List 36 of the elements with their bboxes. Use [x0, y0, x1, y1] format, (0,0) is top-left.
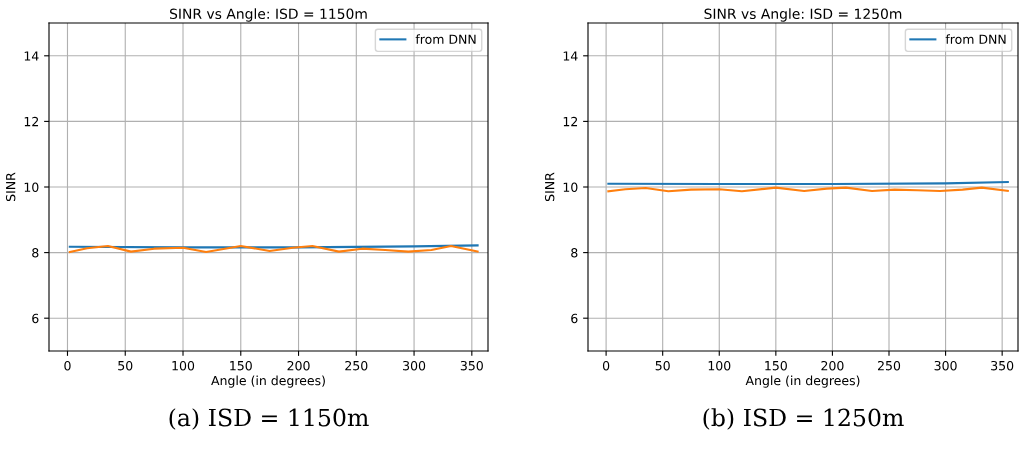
y-tick-label: 12: [563, 116, 578, 127]
x-tick-label: 100: [708, 360, 731, 371]
x-tick-label: 300: [403, 360, 426, 371]
x-tick-label: 350: [991, 360, 1014, 371]
text: (b) ISD = 1250m: [703, 408, 904, 430]
y-tick-label: 8: [571, 248, 578, 258]
chart-title: SINR vs Angle: ISD = 1250m: [704, 8, 902, 22]
legend-label: from DNN: [945, 34, 1006, 44]
x-tick-label: 0: [602, 360, 610, 371]
text: (a) ISD = 1150m: [169, 408, 369, 430]
y-tick-label: 6: [32, 313, 39, 324]
y-tick-label: 10: [563, 182, 578, 192]
y-axis-title: SINR: [5, 172, 16, 202]
x-tick-label: 100: [172, 360, 195, 371]
x-tick-label: 250: [345, 360, 368, 371]
y-tick-label: 8: [32, 248, 39, 258]
legend-label: from DNN: [415, 34, 476, 44]
y-tick-label: 14: [563, 51, 578, 61]
y-tick-label: 14: [24, 51, 39, 61]
y-tick-label: 12: [24, 116, 39, 127]
x-tick-label: 0: [64, 360, 71, 371]
x-tick-label: 50: [118, 360, 133, 371]
y-tick-label: 6: [571, 313, 578, 324]
x-tick-label: 200: [287, 360, 310, 371]
chart-title: SINR vs Angle: ISD = 1150m: [170, 8, 367, 22]
x-tick-label: 350: [460, 360, 483, 371]
x-tick-label: 300: [934, 360, 957, 371]
x-tick-label: 250: [877, 360, 901, 371]
x-tick-label: 150: [230, 360, 252, 371]
x-tick-label: 50: [655, 360, 670, 371]
y-tick-label: 10: [24, 182, 39, 192]
y-axis-title: SINR: [544, 172, 555, 202]
x-tick-label: 200: [821, 360, 844, 371]
x-tick-label: 150: [765, 360, 787, 371]
x-axis-title: Angle (in degrees): [745, 375, 860, 388]
x-axis-title: Angle (in degrees): [211, 375, 325, 388]
